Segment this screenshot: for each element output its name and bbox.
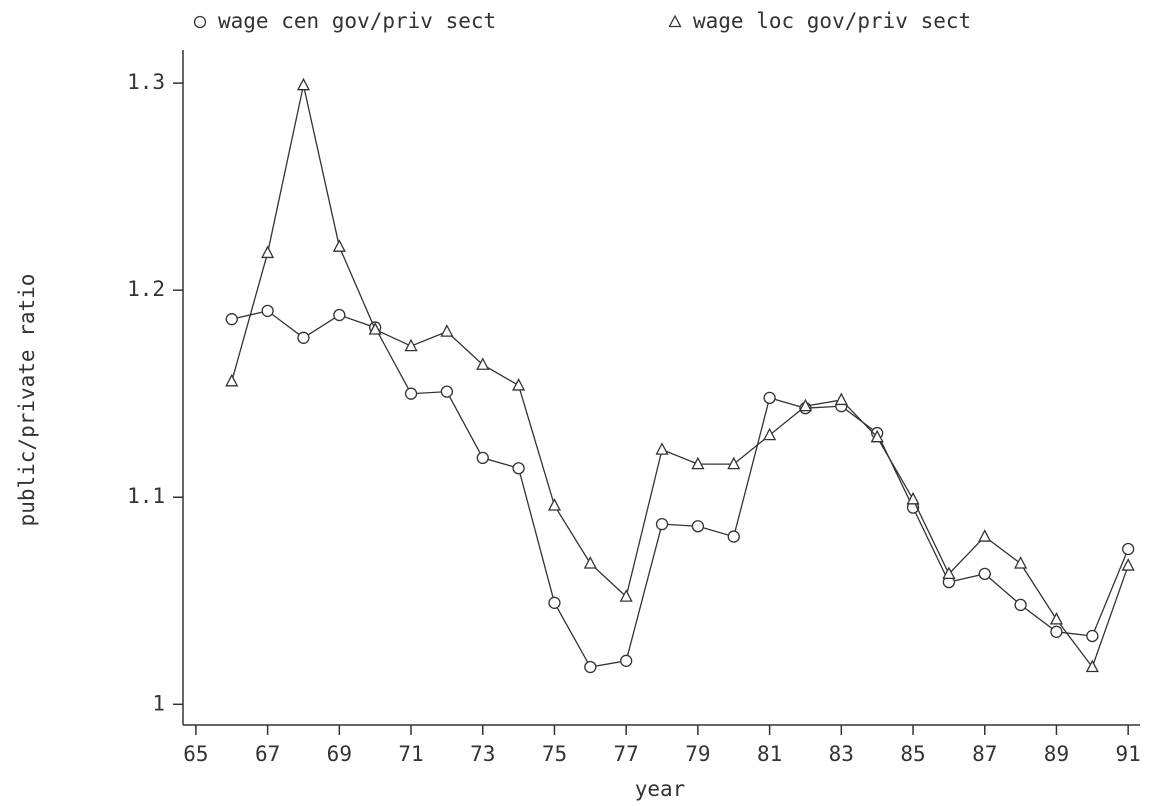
- marker-circle: [620, 654, 633, 667]
- marker-circle: [548, 596, 561, 609]
- marker-circle: [655, 518, 669, 531]
- marker-circle: [763, 391, 776, 405]
- marker-triangle: [798, 398, 813, 412]
- marker-triangle: [512, 378, 526, 391]
- x-tick-label: 81: [757, 742, 782, 766]
- marker-triangle: [655, 442, 669, 455]
- marker-circle: [261, 304, 274, 318]
- marker-triangle: [1014, 556, 1028, 569]
- marker-circle: [978, 567, 991, 580]
- marker-circle: [225, 313, 238, 326]
- marker-circle: [440, 385, 454, 398]
- marker-triangle: [834, 392, 848, 406]
- marker-triangle: [619, 589, 633, 602]
- series-line: [231, 85, 1129, 669]
- marker-triangle: [261, 245, 275, 259]
- marker-circle: [1014, 598, 1027, 612]
- x-tick-label: 87: [972, 742, 997, 766]
- marker-triangle: [906, 491, 920, 505]
- marker-circle: [404, 387, 418, 400]
- legend-label: wage cen gov/priv sect: [218, 9, 496, 33]
- marker-triangle: [942, 566, 956, 579]
- x-tick-label: 85: [900, 742, 925, 766]
- marker-circle: [1122, 542, 1135, 556]
- x-tick-label: 75: [542, 742, 567, 766]
- y-axis-label: public/private ratio: [15, 274, 39, 527]
- series-line: [231, 310, 1129, 668]
- marker-circle: [1050, 625, 1063, 638]
- x-tick-label: 69: [327, 742, 352, 766]
- marker-circle: [512, 462, 525, 475]
- marker-circle: [584, 660, 597, 674]
- marker-triangle: [404, 338, 418, 352]
- marker-triangle: [332, 239, 346, 252]
- marker-triangle: [1121, 558, 1135, 571]
- y-tick-label: 1.2: [127, 277, 165, 301]
- marker-triangle: [1049, 612, 1064, 625]
- marker-triangle: [668, 14, 682, 28]
- marker-triangle: [1085, 659, 1099, 673]
- x-tick-label: 65: [183, 742, 208, 766]
- marker-triangle: [476, 357, 490, 370]
- marker-circle: [691, 520, 705, 533]
- x-tick-label: 89: [1044, 742, 1069, 766]
- x-tick-label: 67: [255, 742, 280, 766]
- y-tick-label: 1.3: [127, 70, 165, 94]
- marker-triangle: [368, 322, 382, 335]
- marker-circle: [297, 331, 310, 344]
- marker-triangle: [978, 529, 992, 542]
- x-tick-label: 79: [685, 742, 710, 766]
- marker-triangle: [727, 456, 741, 470]
- y-tick-label: 1.1: [127, 484, 165, 508]
- x-tick-label: 91: [1116, 742, 1141, 766]
- marker-circle: [476, 451, 489, 465]
- marker-triangle: [583, 556, 597, 569]
- marker-triangle: [547, 498, 562, 511]
- x-tick-label: 77: [614, 742, 639, 766]
- x-tick-label: 73: [470, 742, 495, 766]
- marker-triangle: [296, 77, 311, 91]
- marker-circle: [1086, 629, 1099, 643]
- x-axis-label: year: [635, 777, 686, 801]
- marker-circle: [193, 15, 207, 29]
- x-tick-label: 71: [398, 742, 423, 766]
- marker-circle: [727, 530, 740, 543]
- marker-triangle: [440, 324, 454, 337]
- marker-circle: [333, 308, 346, 322]
- marker-triangle: [763, 427, 777, 441]
- marker-triangle: [870, 429, 884, 443]
- legend-label: wage loc gov/priv sect: [693, 9, 971, 33]
- x-tick-label: 83: [829, 742, 854, 766]
- marker-triangle: [225, 373, 239, 387]
- y-tick-label: 1: [152, 691, 165, 715]
- marker-triangle: [691, 456, 705, 470]
